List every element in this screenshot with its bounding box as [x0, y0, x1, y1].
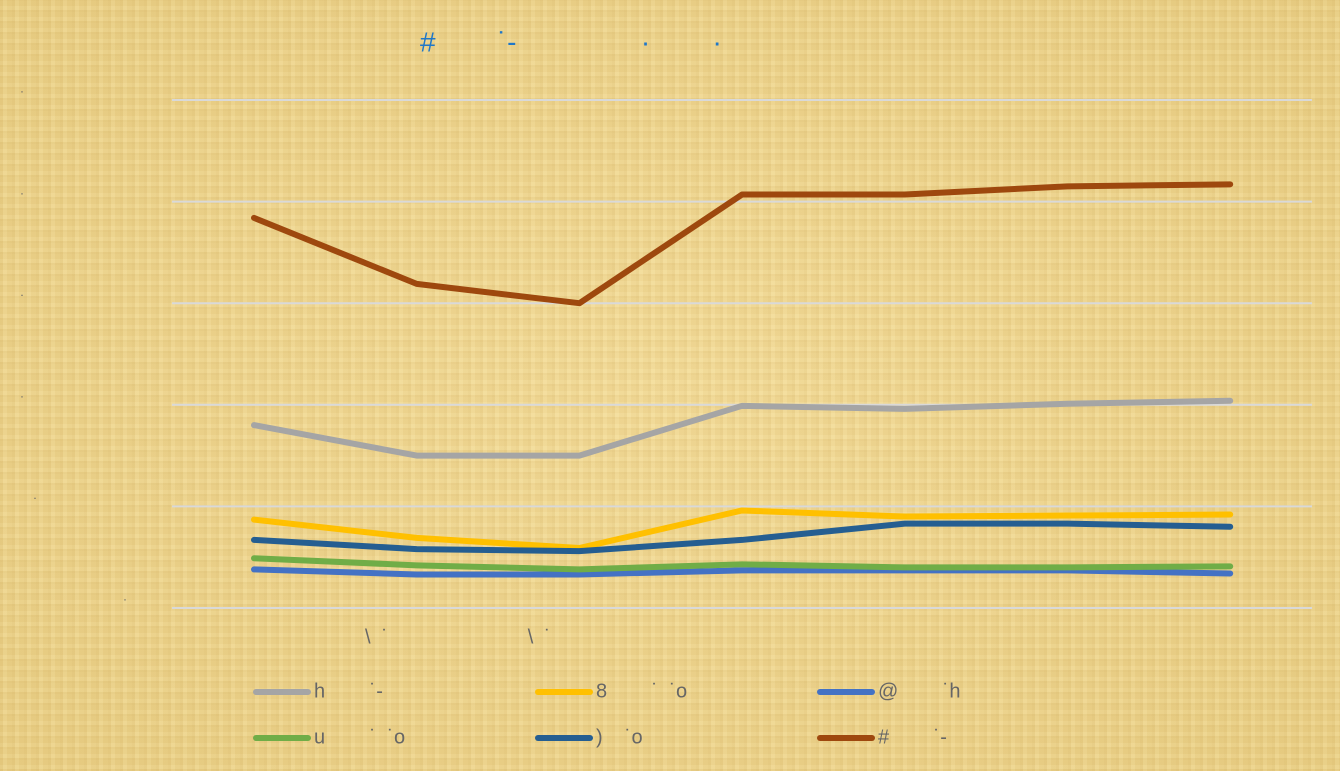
- y-tick-label: ·: [123, 592, 127, 606]
- series-line: [251, 397, 1234, 459]
- x-tick-label: \ ˙: [365, 626, 388, 648]
- y-tick-label: ·: [20, 186, 24, 200]
- chart-title: # ˙- · ·: [420, 26, 722, 57]
- legend-label: 8 ˙ ˙o: [596, 680, 687, 702]
- x-tick-label: \ ˙: [528, 626, 551, 648]
- series-line: [251, 181, 1234, 307]
- legend-label: # ˙-: [878, 726, 947, 748]
- series-line: [251, 566, 1234, 578]
- legend-label: ) ˙o: [596, 726, 643, 748]
- series-line: [251, 507, 1234, 552]
- y-tick-label: ·: [33, 491, 37, 505]
- y-tick-label: ·: [20, 287, 24, 301]
- y-tick-label: ·: [20, 84, 24, 98]
- legend-label: u ˙ ˙o: [314, 726, 405, 748]
- series-line: [251, 520, 1234, 555]
- legend-label: h ˙-: [314, 680, 383, 702]
- y-tick-label: ·: [20, 389, 24, 403]
- series-line: [251, 555, 1234, 573]
- legend-label: @ ˙h: [878, 680, 961, 702]
